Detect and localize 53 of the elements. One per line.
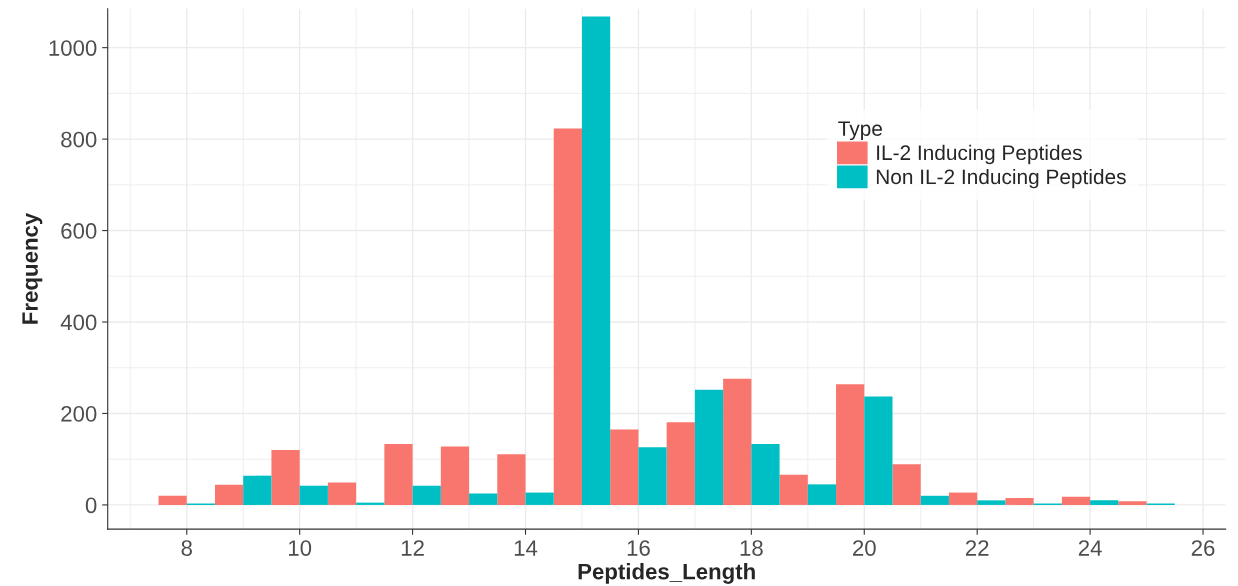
bar <box>666 422 695 505</box>
bar <box>948 492 978 505</box>
bar <box>610 429 639 505</box>
y-tick-label: 800 <box>61 131 97 148</box>
bar <box>214 484 244 505</box>
bar <box>723 378 752 505</box>
bar <box>271 450 300 505</box>
bar <box>977 500 1006 505</box>
bar <box>412 485 441 505</box>
bar <box>581 16 611 505</box>
bar <box>779 474 808 505</box>
bar <box>469 493 498 505</box>
bar <box>384 444 413 505</box>
bar <box>158 495 187 505</box>
x-tick-label: 16 <box>627 540 650 556</box>
y-tick-label: 0 <box>85 497 97 514</box>
bar <box>299 485 328 505</box>
legend-title: Type <box>838 121 882 141</box>
legend-label: Non IL-2 Inducing Peptides <box>876 168 1126 189</box>
bar <box>1090 500 1119 505</box>
x-tick-label: 12 <box>401 540 424 556</box>
y-tick-label: 200 <box>61 406 97 422</box>
x-tick-label: 18 <box>740 540 763 556</box>
bar <box>1005 498 1034 505</box>
x-tick-label: 20 <box>853 540 876 556</box>
x-axis-title: Peptides_Length <box>578 563 755 584</box>
bar <box>807 484 837 505</box>
bar <box>1061 496 1091 505</box>
x-tick-label: 8 <box>181 540 192 556</box>
y-axis-title: Frequency <box>22 212 43 324</box>
bar <box>553 128 582 505</box>
y-tick-label: 600 <box>61 223 97 239</box>
bar <box>497 454 526 505</box>
x-tick-label: 24 <box>1078 540 1102 556</box>
x-tick-label: 22 <box>965 540 989 556</box>
bar <box>1118 501 1147 505</box>
y-tick-label: 400 <box>60 314 97 331</box>
legend-label: IL-2 Inducing Peptides <box>877 144 1082 165</box>
x-tick-label: 26 <box>1191 540 1215 556</box>
bar <box>920 495 949 505</box>
bar <box>864 396 893 505</box>
bar <box>525 492 554 505</box>
bar <box>751 444 780 505</box>
bar <box>638 447 667 505</box>
bar <box>243 475 272 505</box>
bar <box>892 464 921 505</box>
bar <box>836 384 865 505</box>
y-tick-label: 1000 <box>49 40 97 56</box>
bar <box>327 482 357 505</box>
bar <box>694 389 724 505</box>
bar <box>440 446 470 505</box>
x-tick-label: 14 <box>514 540 538 556</box>
x-tick-label: 10 <box>289 540 312 556</box>
